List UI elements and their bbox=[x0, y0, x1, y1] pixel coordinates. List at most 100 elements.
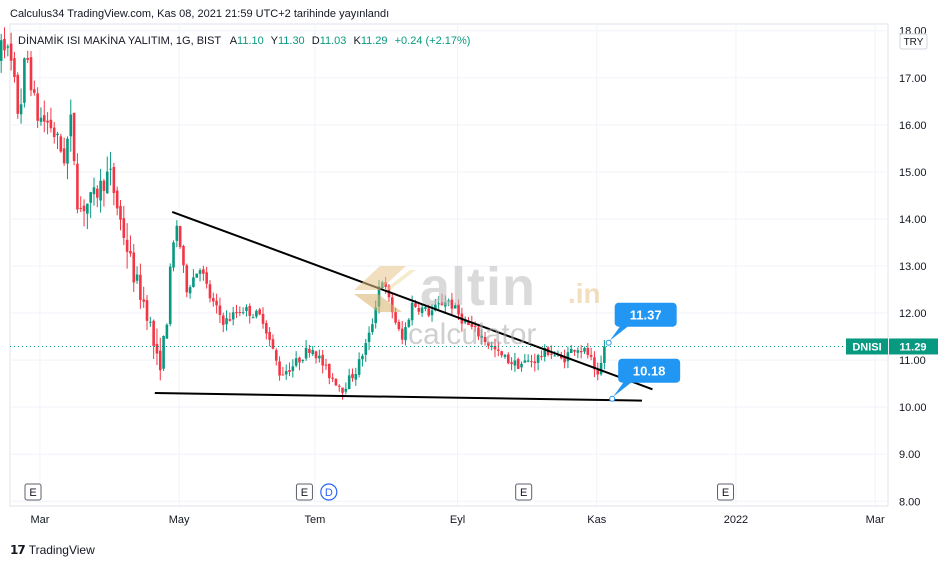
candle-body bbox=[467, 320, 470, 325]
candle-body bbox=[599, 362, 603, 375]
candle-body bbox=[86, 203, 89, 214]
candle-body bbox=[6, 46, 10, 48]
candle-body bbox=[238, 312, 242, 314]
candle-body bbox=[536, 355, 540, 363]
candle-body bbox=[139, 274, 142, 300]
candle-body bbox=[513, 360, 517, 366]
candle-body bbox=[225, 318, 228, 325]
candle-body bbox=[202, 269, 205, 274]
earnings-marker bbox=[24, 483, 42, 501]
y-tick-label: 11.00 bbox=[899, 355, 926, 367]
candle-body bbox=[245, 307, 248, 311]
candle-body bbox=[105, 171, 109, 194]
candle-body bbox=[371, 324, 374, 333]
candle-body bbox=[298, 357, 301, 363]
candle-body bbox=[430, 310, 434, 316]
candle-body bbox=[550, 353, 553, 355]
candle-body bbox=[119, 205, 122, 220]
candle-body bbox=[347, 375, 351, 390]
y-tick-label: 15.00 bbox=[899, 167, 927, 179]
x-tick-label: Mar bbox=[866, 514, 885, 526]
candle-body bbox=[477, 327, 480, 337]
price-tag bbox=[889, 338, 938, 355]
y-tick-label: 13.00 bbox=[899, 261, 927, 273]
candle-body bbox=[516, 359, 520, 369]
candle-body bbox=[311, 349, 315, 355]
candle-body bbox=[321, 355, 324, 366]
candle-body bbox=[397, 321, 401, 330]
legend-symbol: DİNAMİK ISI MAKİNA YALITIM, 1G, BIST bbox=[18, 35, 222, 47]
x-tick-label: Tem bbox=[304, 514, 325, 526]
candle-body bbox=[211, 298, 215, 302]
candle-body bbox=[265, 323, 268, 334]
candle-body bbox=[381, 282, 384, 288]
candle-body bbox=[410, 302, 414, 321]
callout-pointer bbox=[613, 378, 637, 397]
chart-grid bbox=[9, 23, 889, 507]
candle-body bbox=[162, 335, 165, 369]
trendline-resistance bbox=[171, 210, 653, 391]
legend-change: +0.24 (+2.17%) bbox=[394, 35, 471, 47]
candle-body bbox=[434, 304, 437, 311]
candle-body bbox=[46, 120, 49, 123]
candle-body bbox=[155, 343, 159, 354]
trendlines bbox=[10, 210, 888, 402]
candle-body bbox=[258, 309, 261, 315]
candle-body bbox=[62, 148, 66, 164]
callout-label: 11.37 bbox=[630, 308, 662, 323]
candle-body bbox=[228, 319, 232, 321]
price-axis: 8.00 9.00 10.00 11.00 12.00 13.00 14.00 15.00 16… bbox=[846, 26, 938, 508]
candle-body bbox=[36, 93, 39, 121]
candle-body bbox=[59, 136, 63, 152]
candle-body bbox=[261, 313, 265, 324]
legend-open-label: A bbox=[229, 35, 238, 47]
candle-body bbox=[218, 305, 222, 316]
candle-body bbox=[447, 300, 450, 302]
header-bar: Calculus34 TradingView.com, Kas 08, 2021… bbox=[0, 0, 949, 30]
candle-body bbox=[417, 308, 421, 312]
candle-body bbox=[56, 133, 59, 136]
time-axis: Mar May Tem Eyl Kas 2022 Mar bbox=[10, 505, 888, 526]
candle-body bbox=[440, 301, 444, 306]
candle-body bbox=[596, 370, 600, 375]
candle-body bbox=[530, 361, 533, 363]
trendline-support bbox=[154, 392, 643, 402]
candle-body bbox=[172, 242, 175, 268]
candle-body bbox=[473, 326, 477, 328]
candle-body bbox=[318, 355, 321, 359]
candle-body bbox=[487, 342, 490, 346]
candle-body bbox=[394, 312, 397, 323]
candle-body bbox=[308, 348, 311, 354]
candle-body bbox=[23, 58, 26, 103]
candle-body bbox=[453, 305, 457, 309]
candle-body bbox=[271, 339, 275, 349]
y-tick-label: 16.00 bbox=[899, 120, 927, 132]
candle-body bbox=[33, 89, 36, 93]
candle-body bbox=[79, 207, 83, 209]
candle-body bbox=[182, 246, 185, 266]
candle-body bbox=[301, 359, 305, 362]
candle-body bbox=[69, 114, 73, 137]
legend-high-label: Y bbox=[270, 35, 278, 47]
candle-body bbox=[566, 352, 570, 362]
candle-body bbox=[503, 354, 507, 357]
candle-body bbox=[135, 274, 139, 281]
candle-body bbox=[281, 374, 285, 376]
price-tag-label: 11.29 bbox=[900, 341, 927, 353]
candle-body bbox=[361, 355, 364, 360]
candle-body bbox=[109, 168, 112, 170]
candle-body bbox=[149, 321, 152, 323]
candle-body bbox=[579, 351, 583, 353]
candle-body bbox=[576, 350, 580, 353]
event-label: E bbox=[722, 487, 729, 499]
candle-body bbox=[437, 303, 440, 305]
candle-body bbox=[314, 351, 318, 359]
candlestick-series bbox=[0, 27, 606, 400]
candle-body bbox=[341, 387, 344, 393]
candle-body bbox=[284, 371, 288, 375]
candle-body bbox=[115, 190, 119, 209]
candle-body bbox=[510, 362, 513, 365]
legend-open: 11.10 bbox=[237, 35, 264, 47]
